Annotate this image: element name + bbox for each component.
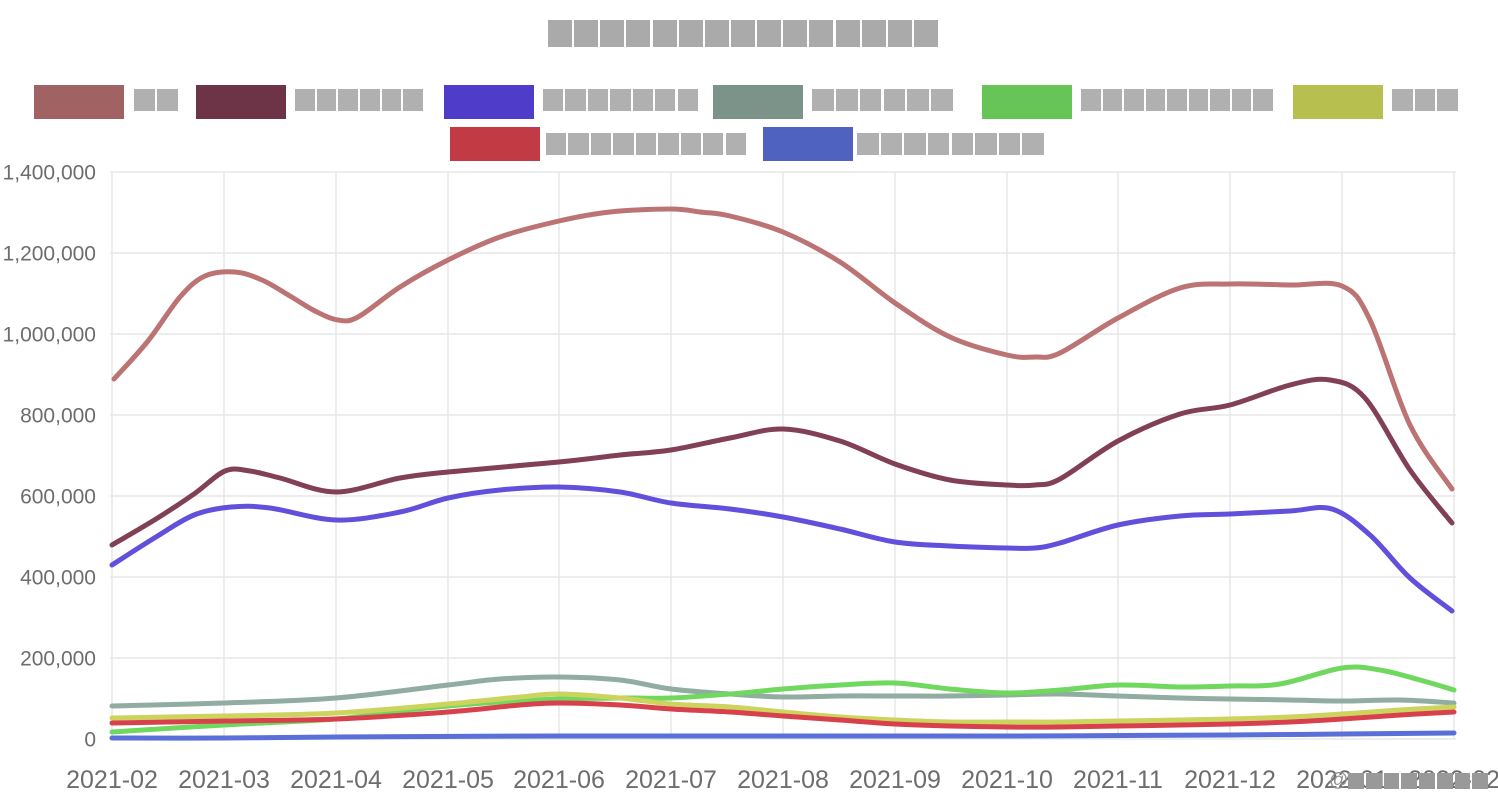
svg-text:2021-07: 2021-07 [625,766,717,794]
svg-text:2021-09: 2021-09 [849,766,941,794]
svg-text:2021-06: 2021-06 [513,766,605,794]
svg-text:2021-08: 2021-08 [737,766,829,794]
svg-text:2021-03: 2021-03 [178,766,270,794]
svg-text:1,400,000: 1,400,000 [3,162,96,185]
svg-text:2021-11: 2021-11 [1073,766,1163,794]
svg-text:600,000: 600,000 [20,486,96,509]
svg-text:800,000: 800,000 [20,405,96,428]
svg-text:200,000: 200,000 [20,648,96,671]
svg-text:0: 0 [84,729,96,752]
svg-text:1,200,000: 1,200,000 [3,243,96,266]
svg-text:2021-02: 2021-02 [66,766,158,794]
svg-text:2021-05: 2021-05 [402,766,494,794]
svg-text:400,000: 400,000 [20,567,96,590]
svg-text:2021-12: 2021-12 [1184,766,1276,794]
svg-text:2021-10: 2021-10 [961,766,1053,794]
svg-text:2021-04: 2021-04 [290,766,382,794]
svg-text:1,000,000: 1,000,000 [3,324,96,347]
